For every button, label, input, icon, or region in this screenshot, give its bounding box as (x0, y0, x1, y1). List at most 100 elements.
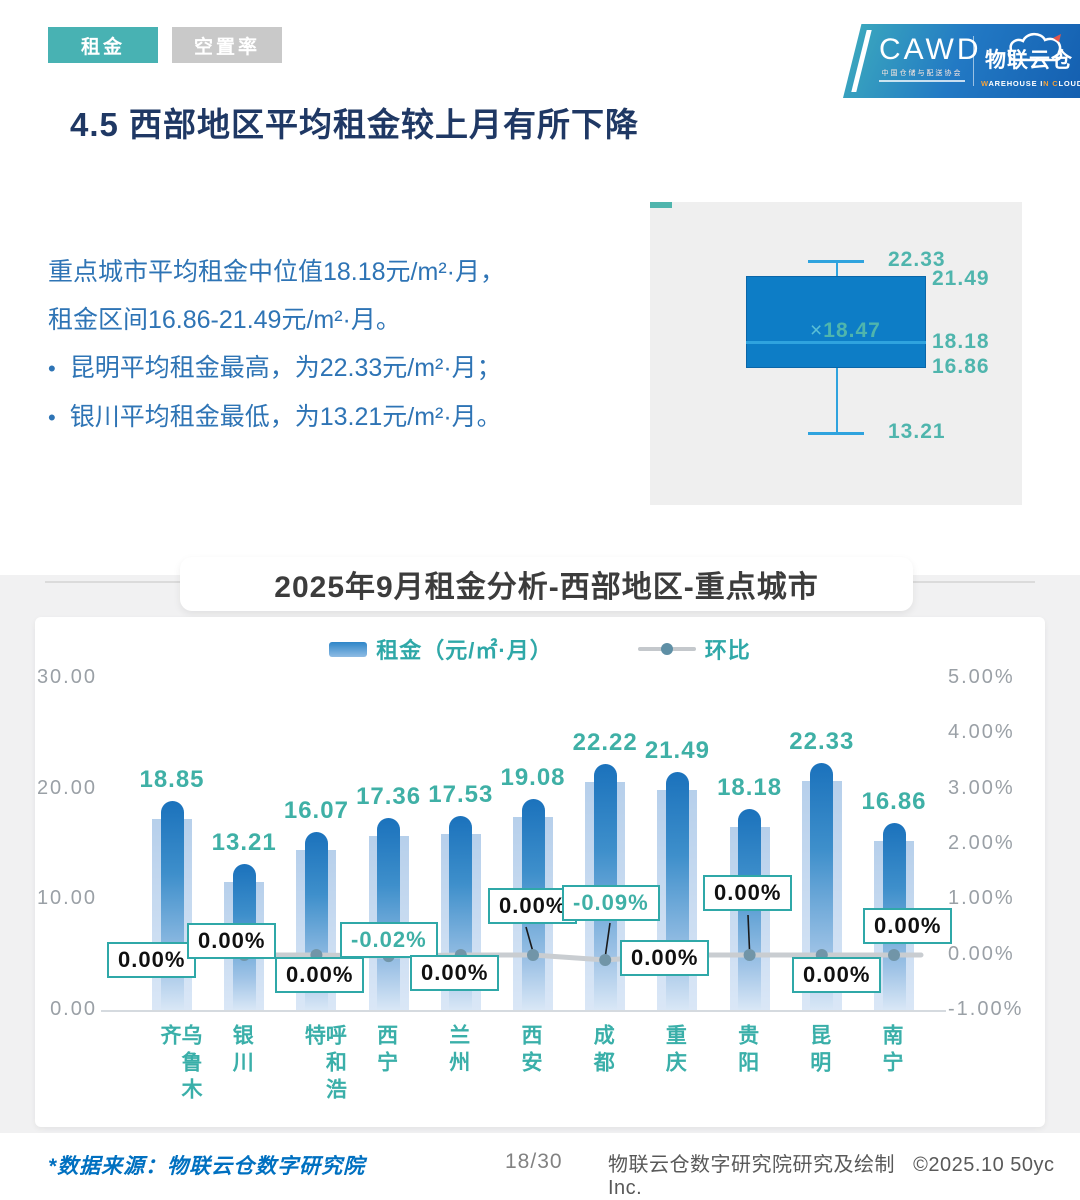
logo-divider (973, 36, 974, 86)
boxplot-min-label: 13.21 (888, 420, 946, 443)
boxplot-q1-label: 16.86 (932, 355, 990, 378)
data-source-note: *数据来源：物联云仓数字研究院 (48, 1155, 366, 1178)
city-label: 贵阳 (735, 1024, 759, 1078)
summary-line-2: 租金区间16.86-21.49元/m²·月。 (48, 306, 401, 334)
line-dot-icon (660, 643, 673, 655)
page-title: 4.5 西部地区平均租金较上月有所下降 (70, 106, 640, 143)
mom-point (888, 949, 900, 961)
summary-block: 重点城市平均租金中位值18.18元/m²·月， 租金区间16.86-21.49元… (48, 248, 648, 442)
city-label: 南宁 (880, 1024, 903, 1078)
label-leader-line (525, 926, 534, 953)
page-number: 18/30 (505, 1150, 563, 1173)
tab-vacancy[interactable]: 空置率 (172, 27, 282, 63)
x-axis-line (101, 1010, 946, 1012)
city-label: 西宁 (374, 1024, 398, 1078)
brand-logo: CAWD 中国仓储与配送协会 物联云仓 WAREHOUSE IN CLOUD (843, 24, 1080, 98)
mom-value-box: 0.00% (275, 957, 365, 993)
cloud-icon (1007, 32, 1063, 62)
rent-bar (810, 762, 834, 1010)
mean-x-icon: × (810, 319, 824, 342)
y-tick-right: 2.00% (948, 831, 1015, 854)
mom-point (599, 953, 612, 966)
footer: *数据来源：物联云仓数字研究院 18/30 物联云仓数字研究院研究及绘制 ©20… (0, 1138, 1080, 1200)
credit-text: 物联云仓数字研究院研究及绘制 (608, 1154, 895, 1176)
boxplot-q3-label: 21.49 (932, 267, 990, 290)
rent-value-label: 16.86 (861, 788, 927, 816)
legend-item-rent: 租金（元/㎡·月） (329, 633, 552, 665)
cawd-wordmark: CAWD (879, 33, 982, 66)
cawd-subtitle: 中国仓储与配送协会 (881, 70, 963, 77)
city-label: 乌鲁木齐 (158, 1024, 202, 1105)
rent-value-label: 22.33 (789, 727, 855, 755)
chart-card: 租金（元/㎡·月） 环比 30.00 20.00 10.00 0.00 5.00% 4.… (35, 617, 1045, 1127)
y-tick-right: 5.00% (948, 666, 1015, 688)
mom-value-box: 0.00% (703, 875, 793, 911)
y-tick-right: 0.00% (948, 942, 1015, 965)
summary-bullet-kunming: 昆明平均租金最高，为22.33元/m²·月； (48, 344, 648, 393)
chart-section: 2025年9月租金分析-西部地区-重点城市 租金（元/㎡·月） 环比 30.00… (0, 557, 1080, 1133)
chart-title: 2025年9月租金分析-西部地区-重点城市 (180, 557, 913, 611)
rent-value-label: 16.07 (283, 797, 349, 825)
y-tick-left: 10.00 (36, 887, 97, 910)
mom-value-box: -0.09% (562, 885, 660, 921)
boxplot-mean-label: 18.47 (823, 319, 881, 342)
rent-value-label: 19.08 (500, 763, 566, 791)
rent-value-label: 13.21 (211, 828, 277, 856)
mom-value-box: 0.00% (187, 923, 277, 959)
cawd-underline (879, 80, 965, 82)
y-tick-left: 0.00 (50, 998, 97, 1020)
credit-line: 物联云仓数字研究院研究及绘制 ©2025.10 50yc Inc. (608, 1148, 1080, 1200)
rent-value-label: 17.36 (356, 782, 422, 810)
rent-value-label: 21.49 (644, 737, 710, 765)
mom-value-box: 0.00% (410, 955, 500, 991)
city-label: 重庆 (663, 1024, 687, 1078)
mom-value-box: 0.00% (792, 957, 882, 993)
y-tick-right: 4.00% (948, 721, 1015, 744)
boxplot-max-leader (650, 202, 672, 205)
city-label: 昆明 (807, 1024, 831, 1078)
city-label: 兰州 (446, 1024, 470, 1078)
tab-rent[interactable]: 租金 (48, 27, 158, 63)
copyright-text: ©2025.10 50yc Inc. (608, 1154, 1055, 1199)
wlyc-subtitle: WAREHOUSE IN CLOUD (981, 79, 1080, 88)
y-tick-left: 20.00 (36, 776, 97, 799)
y-tick-right: 1.00% (948, 887, 1015, 910)
boxplot-lower-cap (808, 432, 864, 435)
rent-boxplot: 22.33 21.49 ×18.47 18.18 16.86 13.21 (650, 202, 1022, 505)
wlyc-wordmark: 物联云仓 (985, 49, 1073, 72)
mom-value-box: 0.00% (107, 942, 197, 978)
y-tick-right: -1.00% (948, 997, 1024, 1020)
city-label: 西安 (519, 1024, 542, 1078)
plot-area: 18.85 13.21 16.07 17.36 17.53 19.08 22.22 21.49… (105, 678, 953, 1010)
chart-legend: 租金（元/㎡·月） 环比 (35, 633, 1045, 665)
rent-value-label: 17.53 (428, 781, 494, 808)
y-tick-right: 3.00% (948, 776, 1015, 799)
boxplot-min-leader (650, 205, 672, 208)
legend-item-mom: 环比 (637, 633, 751, 665)
boxplot-upper-whisker (836, 261, 838, 277)
city-label: 银川 (230, 1024, 254, 1078)
label-leader-line (604, 922, 611, 958)
rent-value-label: 18.85 (139, 766, 205, 794)
boxplot-lower-whisker (836, 368, 838, 434)
rent-value-label: 18.18 (717, 773, 783, 801)
rent-bar (377, 817, 401, 1010)
wlyc-logo: 物联云仓 WAREHOUSE IN CLOUD (981, 32, 1080, 88)
boxplot-median-line (746, 341, 926, 344)
rent-value-label: 22.22 (572, 729, 638, 757)
legend-rent-label: 租金（元/㎡·月） (376, 638, 553, 663)
summary-bullet-yinchuan: 银川平均租金最低，为13.21元/m²·月。 (48, 393, 648, 442)
mom-point (527, 949, 539, 961)
boxplot-mean-marker: ×18.47 (810, 319, 881, 343)
boxplot-max-label: 22.33 (888, 248, 946, 271)
y-tick-left: 30.00 (36, 666, 97, 688)
bar-swatch-icon (329, 641, 368, 657)
cawd-logo: CAWD 中国仓储与配送协会 (879, 33, 982, 82)
legend-mom-label: 环比 (704, 638, 751, 663)
city-label: 呼和浩特 (302, 1024, 347, 1105)
tab-bar: 租金 空置率 (48, 27, 282, 63)
mom-value-box: 0.00% (863, 908, 953, 944)
boxplot-box (746, 276, 926, 368)
mom-value-box: 0.00% (620, 940, 710, 976)
